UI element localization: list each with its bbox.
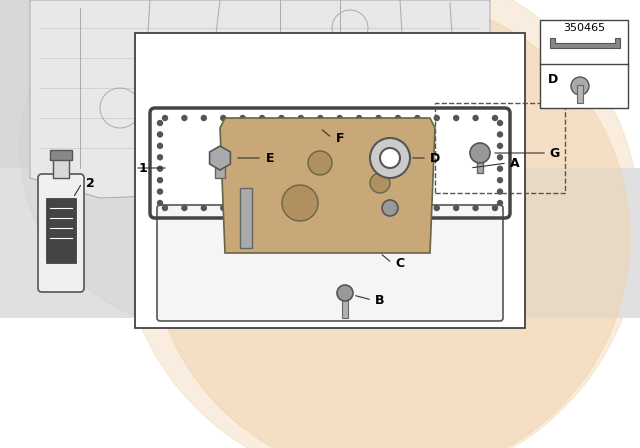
Text: B: B [375,293,385,306]
Circle shape [157,201,163,206]
Circle shape [202,116,206,121]
Circle shape [260,116,264,121]
Circle shape [157,121,163,125]
Circle shape [571,77,589,95]
Polygon shape [220,118,435,253]
Circle shape [396,116,401,121]
Text: D: D [430,151,440,164]
Circle shape [318,206,323,211]
Circle shape [182,116,187,121]
Circle shape [298,206,303,211]
Circle shape [380,148,400,168]
Circle shape [493,206,497,211]
Circle shape [415,116,420,121]
Circle shape [279,116,284,121]
Circle shape [454,206,459,211]
Circle shape [473,206,478,211]
Circle shape [260,206,264,211]
Circle shape [497,201,502,206]
Circle shape [157,189,163,194]
Circle shape [163,116,168,121]
Circle shape [157,143,163,148]
Circle shape [454,116,459,121]
Bar [30,0,470,178]
Text: 1: 1 [139,161,147,175]
Circle shape [497,189,502,194]
Text: 2: 2 [86,177,94,190]
Circle shape [435,206,439,211]
Circle shape [497,166,502,171]
Bar [53,158,69,178]
Bar [215,160,225,178]
Circle shape [318,116,323,121]
Circle shape [497,178,502,183]
Circle shape [497,155,502,160]
FancyBboxPatch shape [157,205,503,321]
Circle shape [370,138,410,178]
Polygon shape [30,0,490,198]
Circle shape [182,206,187,211]
Circle shape [240,206,245,211]
Circle shape [356,206,362,211]
Bar [342,293,348,318]
Circle shape [415,206,420,211]
Circle shape [282,185,318,221]
Circle shape [221,206,226,211]
Bar [0,168,640,318]
Circle shape [157,132,163,137]
Text: E: E [266,151,275,164]
Circle shape [497,121,502,125]
Circle shape [435,116,439,121]
Bar [50,150,72,160]
Polygon shape [550,38,620,48]
Circle shape [493,116,497,121]
Circle shape [150,0,630,448]
Circle shape [20,0,380,328]
Circle shape [298,116,303,121]
Circle shape [376,116,381,121]
Circle shape [221,116,226,121]
Circle shape [157,178,163,183]
Circle shape [497,132,502,137]
Bar [435,103,565,193]
Circle shape [337,116,342,121]
Bar [577,85,583,103]
Text: G: G [550,146,560,159]
FancyBboxPatch shape [38,174,84,292]
Circle shape [337,206,342,211]
Polygon shape [120,0,640,448]
Circle shape [279,206,284,211]
Circle shape [356,116,362,121]
Circle shape [497,143,502,148]
Circle shape [382,200,398,216]
Text: A: A [510,156,520,169]
Text: C: C [396,257,404,270]
Circle shape [396,206,401,211]
FancyBboxPatch shape [0,0,200,228]
Circle shape [202,206,206,211]
Bar [46,198,76,263]
Bar [477,153,483,173]
Bar [135,33,525,328]
Circle shape [163,206,168,211]
Text: F: F [336,132,344,145]
Circle shape [376,206,381,211]
Circle shape [157,166,163,171]
Circle shape [308,151,332,175]
Text: 350465: 350465 [563,23,605,33]
Circle shape [337,285,353,301]
Circle shape [370,173,390,193]
Bar [240,188,252,248]
Bar [0,0,200,168]
Text: D: D [548,73,558,86]
Circle shape [157,155,163,160]
Bar [540,20,628,108]
Circle shape [240,116,245,121]
Circle shape [473,116,478,121]
Circle shape [470,143,490,163]
